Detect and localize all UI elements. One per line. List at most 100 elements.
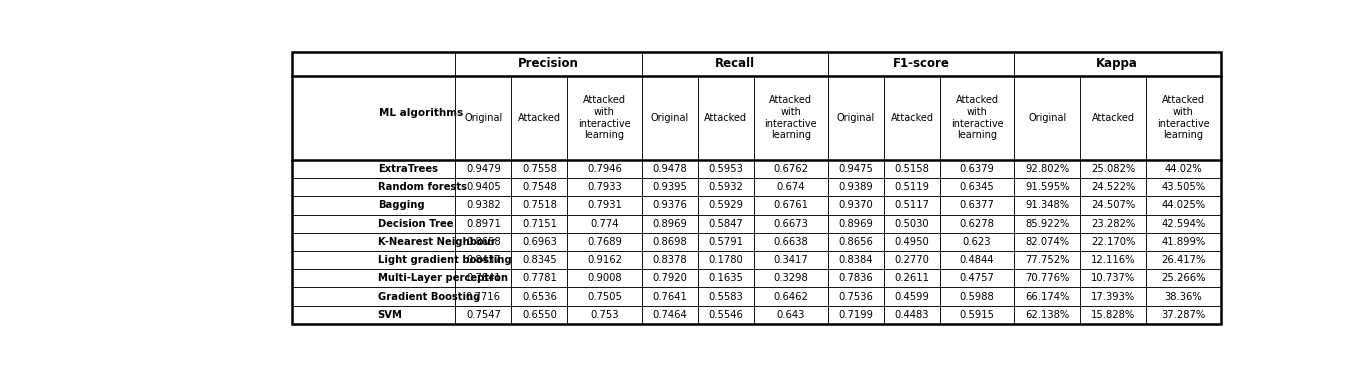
Bar bbox=[697, 215, 753, 233]
Text: 25.266%: 25.266% bbox=[1162, 273, 1205, 283]
Text: 44.02%: 44.02% bbox=[1165, 164, 1203, 174]
Bar bbox=[697, 269, 753, 288]
Bar bbox=[511, 288, 568, 306]
Text: 0.4483: 0.4483 bbox=[895, 310, 929, 320]
Bar bbox=[1080, 269, 1147, 288]
Bar bbox=[1147, 178, 1220, 196]
Bar bbox=[291, 196, 455, 215]
Text: 0.674: 0.674 bbox=[776, 182, 805, 192]
Bar bbox=[697, 251, 753, 269]
Bar bbox=[1015, 288, 1080, 306]
Text: ML algorithms: ML algorithms bbox=[379, 108, 463, 118]
Bar bbox=[1147, 288, 1220, 306]
Bar bbox=[291, 288, 455, 306]
Text: 0.3298: 0.3298 bbox=[774, 273, 808, 283]
Text: 0.7716: 0.7716 bbox=[466, 292, 501, 302]
Bar bbox=[697, 233, 753, 251]
Text: Decision Tree: Decision Tree bbox=[377, 219, 454, 229]
Text: 42.594%: 42.594% bbox=[1162, 219, 1205, 229]
Bar bbox=[455, 251, 511, 269]
Text: 0.9478: 0.9478 bbox=[652, 164, 686, 174]
Bar bbox=[1147, 160, 1220, 178]
Text: 92.802%: 92.802% bbox=[1026, 164, 1069, 174]
Text: 38.36%: 38.36% bbox=[1165, 292, 1203, 302]
Text: 0.5932: 0.5932 bbox=[708, 182, 744, 192]
Bar bbox=[1147, 215, 1220, 233]
Bar bbox=[291, 76, 455, 160]
Text: 0.5119: 0.5119 bbox=[895, 182, 929, 192]
Text: 0.4950: 0.4950 bbox=[895, 237, 929, 247]
Bar bbox=[697, 306, 753, 324]
Text: 0.6673: 0.6673 bbox=[774, 219, 808, 229]
Text: 0.9370: 0.9370 bbox=[839, 201, 873, 211]
Bar bbox=[642, 178, 697, 196]
Bar bbox=[1015, 178, 1080, 196]
Bar bbox=[1080, 306, 1147, 324]
Bar bbox=[291, 251, 455, 269]
Bar bbox=[1015, 233, 1080, 251]
Text: 0.8969: 0.8969 bbox=[652, 219, 686, 229]
Bar bbox=[291, 215, 455, 233]
Bar bbox=[568, 196, 642, 215]
Bar bbox=[753, 233, 828, 251]
Text: 23.282%: 23.282% bbox=[1091, 219, 1136, 229]
Text: 15.828%: 15.828% bbox=[1091, 310, 1136, 320]
Bar bbox=[940, 306, 1015, 324]
Text: 0.6963: 0.6963 bbox=[522, 237, 557, 247]
Text: 0.5158: 0.5158 bbox=[895, 164, 929, 174]
Bar bbox=[884, 233, 940, 251]
Bar bbox=[1080, 251, 1147, 269]
Text: 0.8656: 0.8656 bbox=[839, 237, 873, 247]
Bar bbox=[291, 269, 455, 288]
Bar bbox=[642, 251, 697, 269]
Bar bbox=[884, 215, 940, 233]
Text: 82.074%: 82.074% bbox=[1026, 237, 1069, 247]
Text: Random forests: Random forests bbox=[377, 182, 467, 192]
Text: Attacked: Attacked bbox=[704, 113, 748, 123]
Bar bbox=[753, 76, 828, 160]
Bar bbox=[940, 160, 1015, 178]
Bar bbox=[884, 178, 940, 196]
Bar bbox=[568, 233, 642, 251]
Bar bbox=[828, 306, 884, 324]
Text: 0.8698: 0.8698 bbox=[652, 237, 686, 247]
Bar bbox=[455, 196, 511, 215]
Bar bbox=[568, 215, 642, 233]
Text: Kappa: Kappa bbox=[1096, 57, 1139, 70]
Text: 0.1780: 0.1780 bbox=[708, 255, 744, 265]
Bar bbox=[455, 52, 642, 76]
Bar bbox=[828, 196, 884, 215]
Text: Light gradient boosting: Light gradient boosting bbox=[377, 255, 511, 265]
Text: 0.7505: 0.7505 bbox=[587, 292, 622, 302]
Bar bbox=[884, 251, 940, 269]
Bar bbox=[1015, 251, 1080, 269]
Text: 0.5847: 0.5847 bbox=[708, 219, 744, 229]
Bar bbox=[568, 76, 642, 160]
Bar bbox=[1147, 233, 1220, 251]
Text: 0.8658: 0.8658 bbox=[466, 237, 501, 247]
Text: Attacked
with
interactive
learning: Attacked with interactive learning bbox=[579, 95, 631, 140]
Bar bbox=[828, 288, 884, 306]
Text: 0.6345: 0.6345 bbox=[960, 182, 994, 192]
Bar bbox=[291, 52, 1220, 324]
Text: 0.9008: 0.9008 bbox=[587, 273, 622, 283]
Bar bbox=[753, 269, 828, 288]
Bar bbox=[1015, 52, 1220, 76]
Bar bbox=[1015, 76, 1080, 160]
Text: 0.2611: 0.2611 bbox=[895, 273, 929, 283]
Bar bbox=[1080, 178, 1147, 196]
Text: Attacked
with
interactive
learning: Attacked with interactive learning bbox=[1158, 95, 1209, 140]
Bar bbox=[1080, 76, 1147, 160]
Text: Multi-Layer perceptron: Multi-Layer perceptron bbox=[377, 273, 508, 283]
Text: 10.737%: 10.737% bbox=[1091, 273, 1136, 283]
Text: 25.082%: 25.082% bbox=[1091, 164, 1136, 174]
Bar bbox=[828, 52, 1015, 76]
Text: 24.507%: 24.507% bbox=[1091, 201, 1136, 211]
Bar bbox=[940, 233, 1015, 251]
Text: 0.7558: 0.7558 bbox=[522, 164, 557, 174]
Bar bbox=[1015, 215, 1080, 233]
Text: 0.7536: 0.7536 bbox=[839, 292, 873, 302]
Bar bbox=[753, 178, 828, 196]
Text: 0.9382: 0.9382 bbox=[466, 201, 501, 211]
Text: Attacked
with
interactive
learning: Attacked with interactive learning bbox=[951, 95, 1004, 140]
